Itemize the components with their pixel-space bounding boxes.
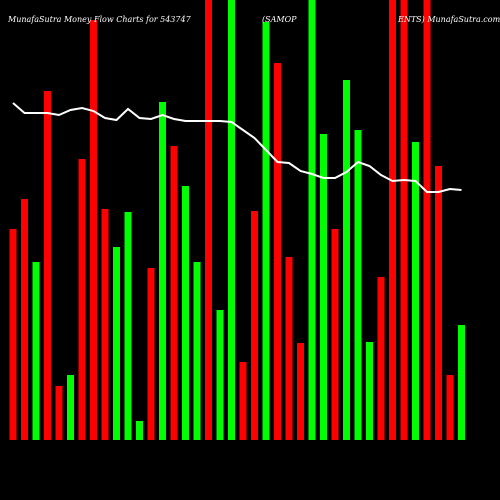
chart-title: MunafaSutra Money Flow Charts for 543747 bbox=[7, 15, 192, 24]
bar bbox=[285, 257, 293, 440]
bar bbox=[21, 199, 28, 440]
bar bbox=[170, 146, 178, 440]
bar bbox=[113, 247, 120, 440]
bar bbox=[32, 262, 40, 440]
bar bbox=[251, 211, 258, 440]
bar bbox=[297, 343, 304, 440]
bar bbox=[423, 0, 431, 440]
bar bbox=[193, 262, 201, 440]
bar bbox=[389, 0, 396, 440]
bar bbox=[331, 229, 339, 440]
bar bbox=[446, 375, 454, 440]
chart-subtitle: (SAMOP bbox=[262, 15, 297, 24]
chart-subtitle-2: ENTS) MunafaSutra.com bbox=[397, 15, 500, 24]
bar bbox=[458, 325, 465, 440]
bar bbox=[147, 268, 155, 440]
bar bbox=[274, 63, 281, 440]
bar bbox=[343, 80, 350, 440]
bar bbox=[320, 134, 327, 440]
bar bbox=[216, 310, 224, 440]
bar bbox=[159, 102, 166, 440]
bar bbox=[412, 142, 419, 440]
bar bbox=[354, 130, 362, 440]
bar bbox=[136, 421, 143, 440]
bar bbox=[262, 22, 270, 440]
bar bbox=[228, 0, 235, 440]
bar bbox=[377, 277, 385, 440]
bars bbox=[9, 0, 465, 440]
bar bbox=[182, 186, 189, 440]
money-flow-line bbox=[12, 102, 462, 193]
bar bbox=[205, 0, 212, 440]
bar bbox=[67, 375, 74, 440]
bar bbox=[239, 362, 247, 440]
bar bbox=[124, 212, 132, 440]
bar bbox=[90, 20, 97, 440]
bar bbox=[400, 0, 408, 440]
bar bbox=[78, 159, 86, 440]
bar bbox=[9, 229, 17, 440]
bar bbox=[55, 386, 63, 440]
bar bbox=[44, 91, 51, 440]
bar bbox=[435, 166, 442, 440]
bar bbox=[308, 0, 316, 440]
bar bbox=[101, 209, 109, 440]
bar bbox=[366, 342, 373, 440]
